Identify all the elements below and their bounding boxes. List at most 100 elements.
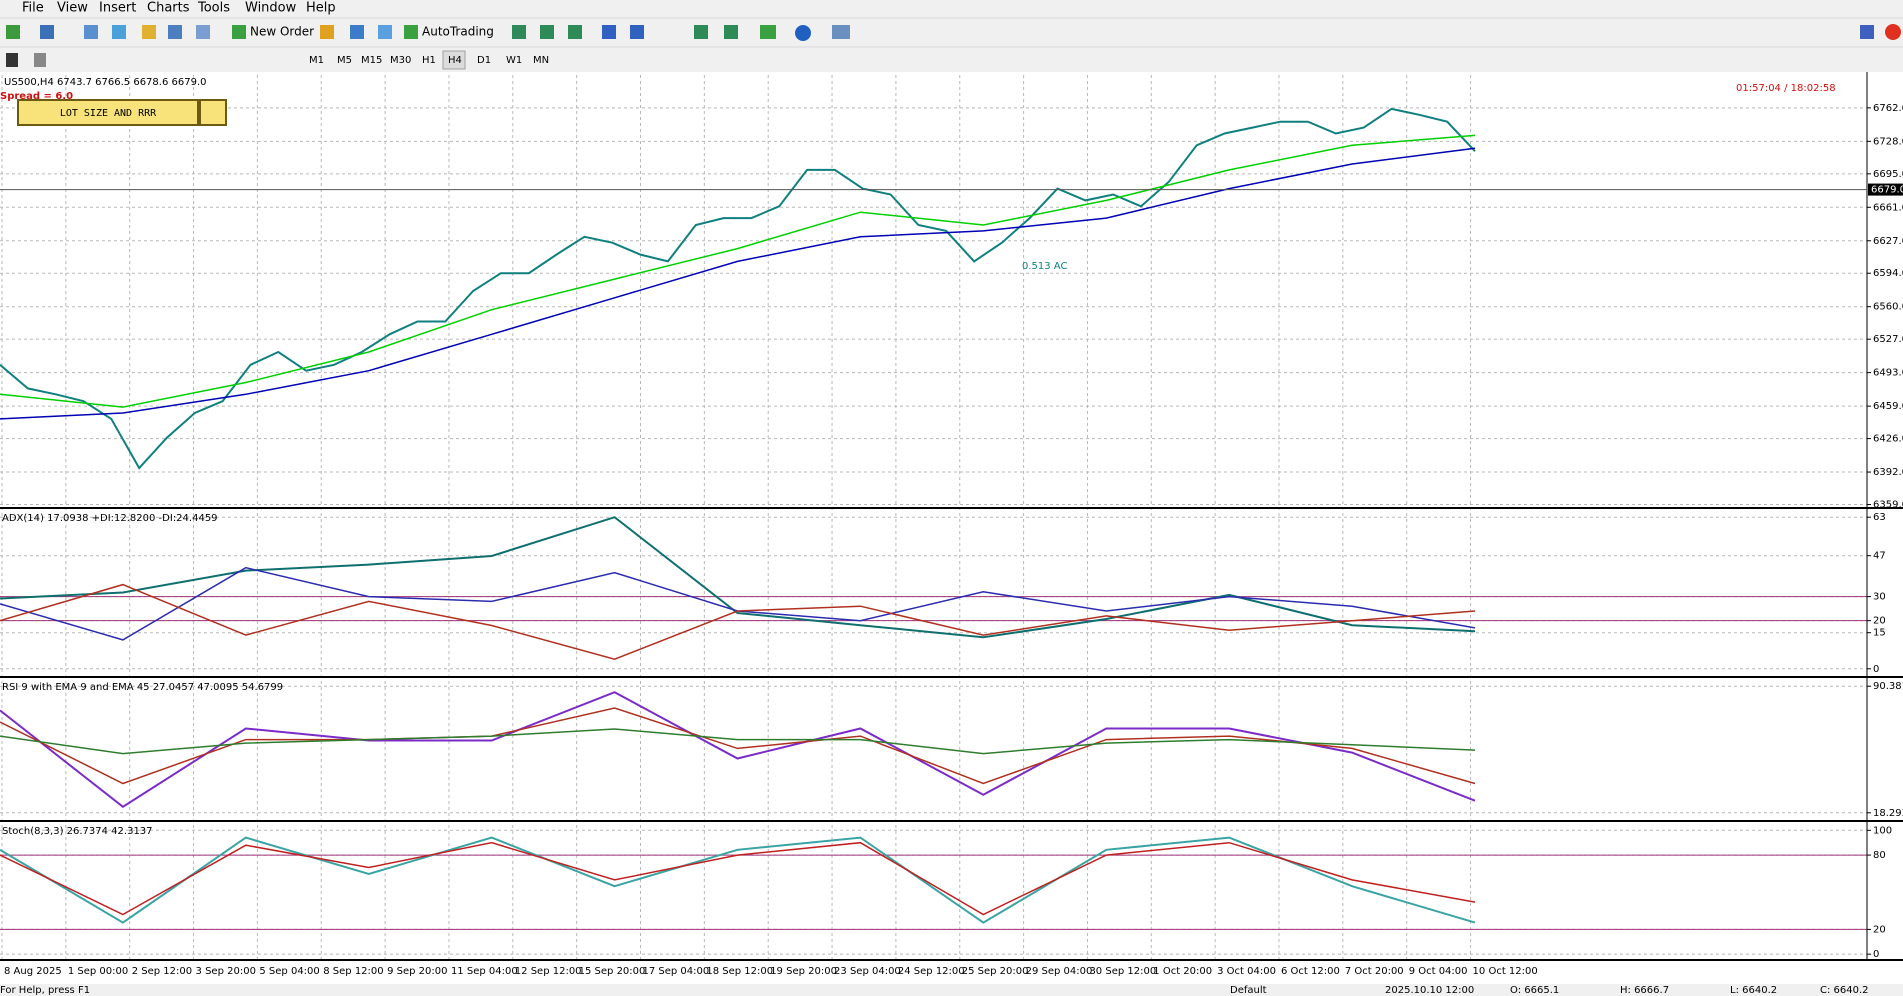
status-text: O: 6665.1 xyxy=(1510,985,1559,996)
icon[interactable] xyxy=(832,25,850,39)
icon[interactable] xyxy=(795,25,811,41)
x-tick-label: 12 Sep 12:00 xyxy=(515,966,582,977)
x-tick-label: 17 Sep 04:00 xyxy=(643,966,710,977)
menu-item[interactable]: File xyxy=(22,1,44,16)
status-text: C: 6640.2 xyxy=(1820,985,1869,996)
y-tick-label: 6728.0 xyxy=(1873,136,1903,147)
y-tick-label: 6661.0 xyxy=(1873,202,1903,213)
menu-item[interactable]: Insert xyxy=(99,1,136,16)
x-tick-label: 3 Oct 04:00 xyxy=(1217,966,1276,977)
icon[interactable] xyxy=(6,25,20,39)
status-text: Default xyxy=(1230,985,1267,996)
menu-item[interactable]: Tools xyxy=(197,1,230,16)
x-tick-label: 9 Oct 04:00 xyxy=(1409,966,1468,977)
search-icon[interactable] xyxy=(1860,25,1874,39)
y-tick-label: 18.2939 xyxy=(1873,808,1903,819)
x-tick-label: 23 Sep 04:00 xyxy=(834,966,901,977)
icon[interactable] xyxy=(378,25,392,39)
icon[interactable] xyxy=(512,25,526,39)
y-tick-label: 6459.0 xyxy=(1873,401,1903,412)
timeframe-button[interactable]: M30 xyxy=(390,55,411,66)
indicator-label: ADX(14) 17.0938 +DI:12.8200 -DI:24.4459 xyxy=(2,513,218,524)
x-tick-label: 8 Sep 12:00 xyxy=(323,966,383,977)
icon[interactable] xyxy=(232,25,246,39)
x-tick-label: 15 Sep 20:00 xyxy=(579,966,646,977)
timeframe-button[interactable]: M5 xyxy=(337,55,352,66)
y-tick-label: 6560.0 xyxy=(1873,302,1903,313)
icon[interactable] xyxy=(168,25,182,39)
status-text: H: 6666.7 xyxy=(1620,985,1669,996)
timeframe-button[interactable]: D1 xyxy=(477,55,491,66)
icon[interactable] xyxy=(630,25,644,39)
indicator-label: RSI 9 with EMA 9 and EMA 45 27.0457 47.0… xyxy=(2,682,283,693)
panel-toggle[interactable] xyxy=(200,100,226,125)
icon[interactable] xyxy=(568,25,582,39)
status-text: L: 6640.2 xyxy=(1730,985,1777,996)
icon[interactable] xyxy=(320,25,334,39)
x-tick-label: 29 Sep 04:00 xyxy=(1026,966,1093,977)
x-tick-label: 9 Sep 20:00 xyxy=(387,966,447,977)
x-tick-label: 6 Oct 12:00 xyxy=(1281,966,1340,977)
icon[interactable] xyxy=(540,25,554,39)
annotation: 0.513 AC xyxy=(1022,261,1067,272)
timeframe-button[interactable]: W1 xyxy=(506,55,522,66)
y-tick-label: 90.3819 xyxy=(1873,681,1903,692)
y-tick-label: 0 xyxy=(1873,664,1879,675)
new-order-button[interactable]: New Order xyxy=(250,25,314,39)
y-tick-label: 6527.0 xyxy=(1873,334,1903,345)
icon[interactable] xyxy=(760,25,776,39)
y-tick-label: 30 xyxy=(1873,592,1886,603)
y-tick-label: 6695.0 xyxy=(1873,169,1903,180)
icon[interactable] xyxy=(40,25,54,39)
menu-item[interactable]: Help xyxy=(306,1,336,16)
menu-item[interactable]: Window xyxy=(245,1,297,16)
timeframe-button[interactable]: H4 xyxy=(448,55,462,66)
panel-button-label[interactable]: LOT SIZE AND RRR xyxy=(60,108,157,119)
status-text: For Help, press F1 xyxy=(0,985,90,996)
icon[interactable] xyxy=(84,25,98,39)
icon[interactable] xyxy=(602,25,616,39)
y-tick-label: 20 xyxy=(1873,616,1886,627)
icon[interactable] xyxy=(196,25,210,39)
icon[interactable] xyxy=(404,25,418,39)
y-tick-label: 15 xyxy=(1873,628,1886,639)
x-tick-label: 10 Oct 12:00 xyxy=(1473,966,1538,977)
menu-item[interactable]: Charts xyxy=(147,1,190,16)
x-tick-label: 24 Sep 12:00 xyxy=(898,966,965,977)
x-tick-label: 7 Oct 20:00 xyxy=(1345,966,1404,977)
y-tick-label: 20 xyxy=(1873,924,1886,935)
x-tick-label: 19 Sep 20:00 xyxy=(770,966,837,977)
icon[interactable] xyxy=(724,25,738,39)
y-tick-label: 6594.0 xyxy=(1873,268,1903,279)
x-tick-label: 18 Sep 12:00 xyxy=(706,966,773,977)
status-text: 2025.10.10 12:00 xyxy=(1385,985,1474,996)
timeframe-button[interactable]: MN xyxy=(533,55,549,66)
icon[interactable] xyxy=(694,25,708,39)
icon[interactable] xyxy=(112,25,126,39)
cursor-tool[interactable] xyxy=(6,53,18,67)
y-tick-label: 6392.0 xyxy=(1873,467,1903,478)
autotrading-button[interactable]: AutoTrading xyxy=(422,25,494,39)
crosshair-tool[interactable] xyxy=(34,53,46,67)
menu-item[interactable]: View xyxy=(57,1,88,16)
y-tick-label: 100 xyxy=(1873,825,1892,836)
y-tick-label: 80 xyxy=(1873,850,1886,861)
icon[interactable] xyxy=(350,25,364,39)
icon[interactable] xyxy=(142,25,156,39)
timeframe-button[interactable]: M1 xyxy=(309,55,324,66)
y-tick-label: 6762.0 xyxy=(1873,103,1903,114)
x-tick-label: 1 Sep 00:00 xyxy=(68,966,128,977)
y-tick-label: 6627.0 xyxy=(1873,236,1903,247)
notification-icon[interactable] xyxy=(1885,24,1901,40)
x-tick-label: 1 Oct 20:00 xyxy=(1153,966,1212,977)
x-tick-label: 3 Sep 20:00 xyxy=(196,966,256,977)
timeframe-button[interactable]: H1 xyxy=(422,55,436,66)
x-tick-label: 8 Aug 2025 xyxy=(4,966,62,977)
timer: 01:57:04 / 18:02:58 xyxy=(1736,83,1836,94)
current-price-label: 6679.0 xyxy=(1871,185,1903,196)
timeframe-button[interactable]: M15 xyxy=(361,55,382,66)
x-tick-label: 30 Sep 12:00 xyxy=(1089,966,1156,977)
chart-header: US500,H4 6743.7 6766.5 6678.6 6679.0 xyxy=(4,77,207,88)
